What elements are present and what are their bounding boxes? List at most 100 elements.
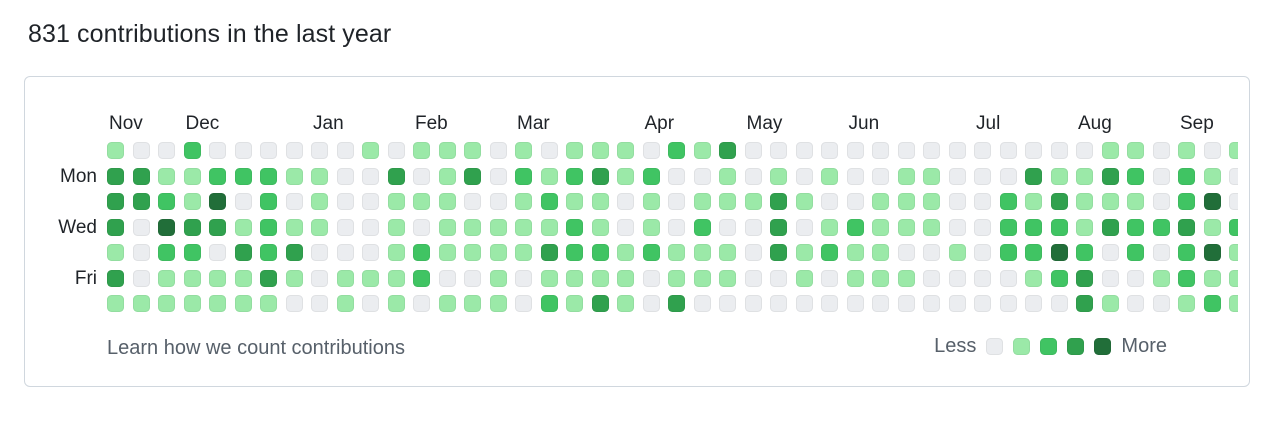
- contribution-cell[interactable]: [642, 193, 660, 210]
- contribution-cell[interactable]: [1229, 142, 1238, 159]
- contribution-cell[interactable]: [1127, 244, 1144, 261]
- contribution-cell[interactable]: [209, 193, 226, 210]
- contribution-cell[interactable]: [1101, 295, 1119, 312]
- contribution-cell[interactable]: [795, 167, 813, 185]
- contribution-cell[interactable]: [515, 142, 532, 159]
- contribution-cell[interactable]: [1178, 218, 1195, 236]
- contribution-cell[interactable]: [1025, 295, 1042, 312]
- contribution-cell[interactable]: [489, 167, 507, 185]
- contribution-cell[interactable]: [999, 295, 1017, 312]
- contribution-cell[interactable]: [489, 295, 507, 312]
- contribution-cell[interactable]: [1152, 218, 1170, 236]
- contribution-cell[interactable]: [744, 167, 762, 185]
- contribution-cell[interactable]: [846, 167, 864, 185]
- contribution-cell[interactable]: [362, 218, 379, 236]
- contribution-cell[interactable]: [1203, 269, 1221, 287]
- contribution-cell[interactable]: [668, 193, 685, 210]
- contribution-cell[interactable]: [285, 295, 303, 312]
- contribution-cell[interactable]: [438, 142, 456, 159]
- contribution-cell[interactable]: [336, 244, 354, 261]
- contribution-cell[interactable]: [311, 218, 328, 236]
- contribution-cell[interactable]: [464, 167, 481, 185]
- contribution-cell[interactable]: [387, 193, 405, 210]
- contribution-cell[interactable]: [1229, 193, 1238, 210]
- contribution-cell[interactable]: [464, 295, 481, 312]
- contribution-cell[interactable]: [591, 218, 609, 236]
- contribution-cell[interactable]: [107, 244, 124, 261]
- contribution-cell[interactable]: [464, 269, 481, 287]
- contribution-cell[interactable]: [183, 269, 201, 287]
- contribution-cell[interactable]: [744, 193, 762, 210]
- contribution-cell[interactable]: [413, 218, 430, 236]
- contribution-cell[interactable]: [1101, 218, 1119, 236]
- contribution-cell[interactable]: [617, 269, 634, 287]
- contribution-cell[interactable]: [260, 142, 277, 159]
- contribution-cell[interactable]: [132, 244, 150, 261]
- contribution-cell[interactable]: [719, 244, 736, 261]
- contribution-cell[interactable]: [260, 269, 277, 287]
- contribution-cell[interactable]: [285, 218, 303, 236]
- contribution-cell[interactable]: [209, 244, 226, 261]
- contribution-cell[interactable]: [285, 142, 303, 159]
- contribution-cell[interactable]: [923, 218, 940, 236]
- contribution-cell[interactable]: [489, 142, 507, 159]
- contribution-cell[interactable]: [540, 218, 558, 236]
- contribution-cell[interactable]: [642, 218, 660, 236]
- contribution-cell[interactable]: [1203, 244, 1221, 261]
- contribution-cell[interactable]: [948, 193, 966, 210]
- contribution-cell[interactable]: [464, 244, 481, 261]
- contribution-cell[interactable]: [158, 269, 175, 287]
- contribution-cell[interactable]: [209, 167, 226, 185]
- contribution-cell[interactable]: [1101, 244, 1119, 261]
- contribution-cell[interactable]: [413, 244, 430, 261]
- contribution-cell[interactable]: [795, 193, 813, 210]
- contribution-cell[interactable]: [1050, 167, 1068, 185]
- contribution-cell[interactable]: [260, 244, 277, 261]
- contribution-cell[interactable]: [872, 167, 889, 185]
- contribution-cell[interactable]: [744, 244, 762, 261]
- contribution-cell[interactable]: [1152, 295, 1170, 312]
- contribution-cell[interactable]: [872, 269, 889, 287]
- contribution-cell[interactable]: [591, 269, 609, 287]
- contribution-cell[interactable]: [515, 193, 532, 210]
- contribution-cell[interactable]: [923, 167, 940, 185]
- contribution-cell[interactable]: [234, 269, 252, 287]
- contribution-cell[interactable]: [693, 142, 711, 159]
- contribution-cell[interactable]: [923, 269, 940, 287]
- contribution-cell[interactable]: [132, 167, 150, 185]
- contribution-cell[interactable]: [642, 142, 660, 159]
- contribution-cell[interactable]: [744, 269, 762, 287]
- contribution-cell[interactable]: [872, 218, 889, 236]
- contribution-cell[interactable]: [132, 295, 150, 312]
- contribution-cell[interactable]: [693, 193, 711, 210]
- contribution-cell[interactable]: [1101, 193, 1119, 210]
- contribution-cell[interactable]: [387, 269, 405, 287]
- contribution-cell[interactable]: [464, 142, 481, 159]
- contribution-cell[interactable]: [948, 295, 966, 312]
- contribution-cell[interactable]: [719, 167, 736, 185]
- contribution-cell[interactable]: [489, 244, 507, 261]
- contribution-cell[interactable]: [872, 244, 889, 261]
- contribution-cell[interactable]: [668, 244, 685, 261]
- contribution-cell[interactable]: [821, 295, 838, 312]
- contribution-cell[interactable]: [387, 244, 405, 261]
- contribution-cell[interactable]: [591, 167, 609, 185]
- contribution-cell[interactable]: [311, 142, 328, 159]
- contribution-cell[interactable]: [1229, 295, 1238, 312]
- contribution-cell[interactable]: [795, 142, 813, 159]
- contribution-cell[interactable]: [566, 295, 583, 312]
- contribution-cell[interactable]: [1050, 142, 1068, 159]
- contribution-cell[interactable]: [719, 218, 736, 236]
- contribution-cell[interactable]: [311, 193, 328, 210]
- contribution-cell[interactable]: [821, 244, 838, 261]
- contribution-cell[interactable]: [693, 167, 711, 185]
- contribution-cell[interactable]: [362, 244, 379, 261]
- contribution-cell[interactable]: [948, 269, 966, 287]
- contribution-cell[interactable]: [1050, 193, 1068, 210]
- contribution-cell[interactable]: [821, 218, 838, 236]
- contribution-cell[interactable]: [183, 193, 201, 210]
- contribution-cell[interactable]: [1076, 218, 1093, 236]
- contribution-cell[interactable]: [693, 269, 711, 287]
- contribution-cell[interactable]: [642, 244, 660, 261]
- contribution-cell[interactable]: [923, 193, 940, 210]
